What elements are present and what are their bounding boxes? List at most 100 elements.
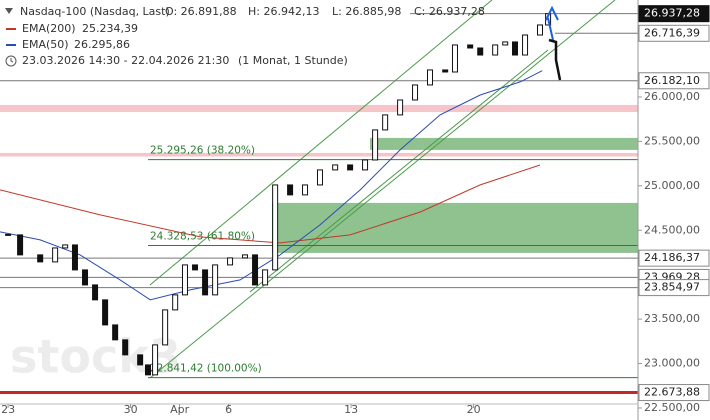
candle: [37, 254, 44, 263]
interval: (1 Monat, 1 Stunde): [238, 54, 348, 67]
candle: [362, 159, 369, 171]
candle: [92, 284, 99, 301]
candle: [144, 364, 151, 376]
candle: [62, 244, 69, 249]
candle: [82, 269, 89, 286]
candle: [202, 269, 209, 296]
zone: [0, 152, 638, 157]
candle: [287, 184, 294, 196]
candle: [302, 184, 309, 196]
y-tick-label: 22.500,00: [644, 401, 700, 414]
ohlc-high: H: 26.942,13: [248, 5, 319, 18]
legend-name: EMA(200): [22, 22, 76, 35]
candle: [181, 264, 188, 296]
candle: [52, 247, 59, 263]
candle: [71, 244, 78, 271]
arrow-down: [548, 38, 562, 81]
y-tick-label: 24.500,00: [644, 223, 700, 236]
ema-line: [0, 164, 541, 244]
instrument-title: Nasdaq-100 (Nasdaq, Last): [20, 5, 170, 18]
ohlc-open: O: 26.891,88: [165, 5, 237, 18]
candle: [412, 84, 419, 101]
candle: [512, 41, 519, 56]
level-badge: [638, 249, 710, 267]
candle: [102, 299, 109, 326]
arrow-up: [545, 5, 559, 41]
candle: [137, 354, 144, 366]
level-badge: [638, 5, 710, 23]
level-label: 23.854,97: [644, 281, 700, 294]
legend-name: EMA(50): [22, 38, 69, 51]
candle: [242, 254, 249, 259]
channel-line: [249, 49, 549, 293]
x-tick-label: 30: [124, 403, 138, 416]
plot: 25.295,26 (38.20%) 24.328,53 (61.80%) 22.8…: [0, 13, 638, 395]
candle: [212, 264, 219, 296]
candle: [172, 294, 179, 311]
ema-line: [0, 70, 543, 301]
zone: [272, 202, 638, 253]
candle: [17, 234, 24, 256]
x-tick-label: 23: [1, 403, 15, 416]
level-label: 22.673,88: [644, 386, 700, 399]
candle: [492, 44, 499, 56]
candle: [397, 99, 404, 116]
zones: [0, 104, 638, 253]
zone: [0, 104, 638, 113]
candle: [112, 324, 119, 341]
x-tick-label: Apr: [170, 403, 190, 416]
level-badge: [638, 384, 710, 402]
level-label: 26.182,10: [644, 74, 700, 87]
candle: [536, 24, 543, 36]
candle: [372, 129, 379, 161]
level-badge: [638, 72, 710, 90]
y-tick-label: 25.000,00: [644, 179, 700, 192]
y-tick-label: 23.500,00: [644, 312, 700, 325]
candle: [272, 184, 279, 271]
candle: [382, 114, 389, 131]
ohlc-close: C: 26.937,28: [414, 5, 485, 18]
period: 23.03.2026 14:30 - 22.04.2026 21:30: [22, 54, 229, 67]
level-label: 26.937,28: [644, 7, 700, 20]
candle: [347, 164, 354, 171]
candle: [262, 269, 269, 286]
candle: [426, 69, 433, 86]
candle: [451, 44, 458, 73]
level-label: 24.186,37: [644, 251, 700, 264]
candle: [522, 34, 529, 56]
x-tick-label: 6: [225, 403, 232, 416]
candle: [442, 69, 449, 73]
fib-label: 22.841,42 (100.00%): [150, 363, 262, 375]
y-tick-label: 26.000,00: [644, 90, 700, 103]
legend-value: 25.234,39: [82, 22, 138, 35]
x-tick-label: 20: [467, 403, 481, 416]
candle: [122, 339, 129, 356]
y-tick-label: 23.000,00: [644, 357, 700, 370]
x-tick-label: 13: [344, 403, 358, 416]
fib-label: 25.295,26 (38.20%): [150, 145, 255, 157]
candle: [502, 41, 509, 46]
level-label: 26.716,39: [644, 26, 700, 39]
collapse-icon[interactable]: [5, 8, 13, 14]
clock-icon: [10, 58, 14, 63]
candle: [152, 344, 159, 376]
y-tick-label: 25.500,00: [644, 134, 700, 147]
candle: [162, 309, 169, 346]
candle: [332, 164, 339, 171]
candle: [467, 44, 474, 49]
candle: [192, 264, 199, 271]
axis: 22.500,00 23.000,00 23.500,00 24.500,00 25.0…: [1, 5, 710, 416]
candle: [227, 257, 234, 266]
channel-line: [149, 0, 616, 379]
ohlc-low: L: 26.885,98: [332, 5, 401, 18]
fib-label: 24.328,53 (61.80%): [150, 231, 255, 243]
zone: [370, 137, 638, 150]
clock-icon: [5, 55, 17, 67]
level-badge: [638, 24, 710, 42]
candle: [316, 169, 323, 186]
legend-value: 26.295,86: [74, 38, 130, 51]
level-badge: [638, 279, 710, 297]
candle: [477, 47, 484, 56]
candle: [252, 254, 259, 286]
